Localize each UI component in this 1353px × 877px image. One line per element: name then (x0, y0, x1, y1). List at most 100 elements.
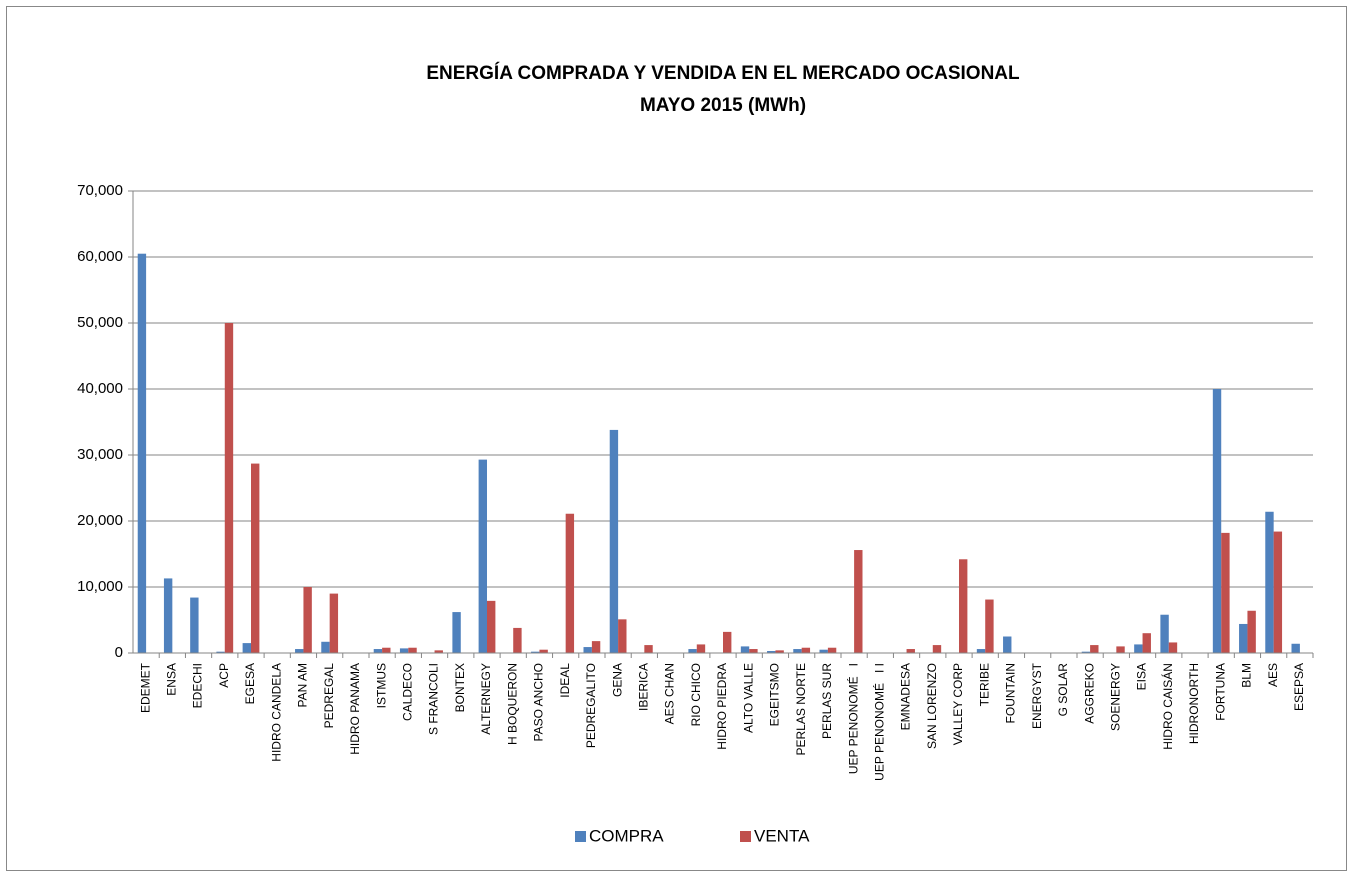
bar (452, 612, 461, 653)
x-tick-label: VALLEY CORP (951, 663, 965, 745)
bar (827, 647, 837, 653)
bar (242, 643, 251, 653)
x-tick-label: ENSA (165, 663, 179, 696)
bar (644, 645, 653, 653)
x-tick-label: HIDRO PIEDRA (715, 663, 729, 750)
bar (1273, 531, 1283, 653)
y-tick-label: 50,000 (77, 314, 123, 331)
x-tick-label: H BOQUERON (505, 663, 519, 745)
x-tick-label: G SOLAR (1056, 663, 1070, 717)
y-tick-label: 40,000 (77, 380, 123, 397)
bar (1142, 633, 1151, 653)
x-tick-label: FOUNTAIN (1004, 663, 1018, 723)
bar (932, 645, 942, 653)
bar (1116, 646, 1125, 653)
bar (793, 649, 802, 653)
bar (985, 599, 994, 653)
bar (329, 593, 339, 653)
bar (531, 651, 540, 653)
bar (190, 597, 199, 653)
bar (959, 559, 968, 653)
bar (295, 649, 304, 653)
bar (767, 651, 776, 653)
bar (696, 644, 706, 653)
x-tick-label: AGGREKO (1082, 663, 1096, 724)
x-tick-label: ALTERNEGY (479, 663, 493, 735)
x-tick-label: ENERGYST (1030, 662, 1044, 729)
x-tick-label: HIDRONORTH (1187, 663, 1201, 744)
x-tick-label: FORTUNA (1213, 663, 1227, 721)
bar (137, 253, 147, 653)
bar (1291, 643, 1300, 653)
x-tick-label: CALDECO (401, 663, 415, 721)
x-tick-label: PAN AM (296, 663, 310, 707)
bar (487, 600, 496, 653)
y-tick-label: 30,000 (77, 446, 123, 463)
bar (216, 651, 225, 653)
bar (1160, 614, 1169, 653)
legend-swatch (740, 831, 751, 842)
y-tick-label: 10,000 (77, 578, 123, 595)
bar (906, 649, 915, 653)
x-tick-label: EDEMET (138, 662, 152, 713)
bar (539, 649, 548, 653)
bar (740, 646, 750, 653)
x-tick-label: PEDREGALITO (584, 663, 598, 748)
x-tick-label: ISTMUS (374, 663, 388, 708)
x-tick-label: PERLAS NORTE (794, 663, 808, 755)
x-tick-label: ALTO VALLE (741, 663, 755, 733)
chart-frame (6, 6, 1347, 871)
bar (775, 650, 784, 653)
bar (513, 627, 522, 653)
x-tick-label: S FRANCOLI (427, 663, 441, 735)
bar (1265, 511, 1274, 653)
bar (854, 550, 863, 653)
x-tick-label: GENA (610, 663, 624, 697)
chart-subtitle: MAYO 2015 (MWh) (640, 95, 806, 116)
x-tick-label: PERLAS SUR (820, 663, 834, 739)
x-tick-label: HIDRO CAISÁN (1160, 663, 1175, 750)
bar (224, 323, 234, 653)
bar (434, 650, 443, 653)
legend-label: COMPRA (589, 826, 664, 845)
x-tick-label: UEP PENONOMÉ I (845, 663, 860, 774)
bar (1247, 610, 1256, 653)
bar (382, 647, 391, 653)
bar (565, 513, 575, 653)
bar (399, 648, 409, 653)
x-tick-label: AES (1266, 663, 1280, 687)
bar (801, 647, 811, 653)
bar (1221, 532, 1230, 653)
bar (1239, 623, 1248, 653)
x-tick-label: HIDRO CANDELA (269, 663, 283, 762)
x-tick-label: EMNADESA (899, 663, 913, 730)
bar (303, 587, 312, 653)
x-tick-label: AES CHAN (663, 663, 677, 724)
x-tick-label: ACP (217, 663, 231, 688)
bar (583, 647, 592, 653)
bar (618, 619, 627, 653)
x-tick-label: EDECHI (191, 663, 205, 708)
x-tick-label: HIDRO PANAMA (348, 663, 362, 755)
y-tick-label: 60,000 (77, 248, 123, 265)
bar (1212, 389, 1222, 653)
bar (251, 463, 260, 653)
y-tick-label: 0 (115, 644, 123, 661)
bar (1134, 644, 1143, 653)
bar (1003, 636, 1012, 653)
bar (1081, 651, 1091, 653)
bar (373, 649, 383, 653)
bar (478, 459, 487, 653)
x-tick-label: EGESA (243, 663, 257, 704)
x-tick-label: IBERICA (637, 663, 651, 711)
x-tick-label: SOENERGY (1109, 663, 1123, 731)
bar (1168, 642, 1178, 653)
bar (749, 649, 758, 653)
x-tick-label: TERIBE (977, 663, 991, 706)
x-tick-label: RIO CHICO (689, 663, 703, 726)
bar (976, 649, 986, 653)
bar (1090, 645, 1099, 653)
x-tick-label: EISA (1135, 663, 1149, 690)
x-tick-label: BLM (1240, 663, 1254, 688)
